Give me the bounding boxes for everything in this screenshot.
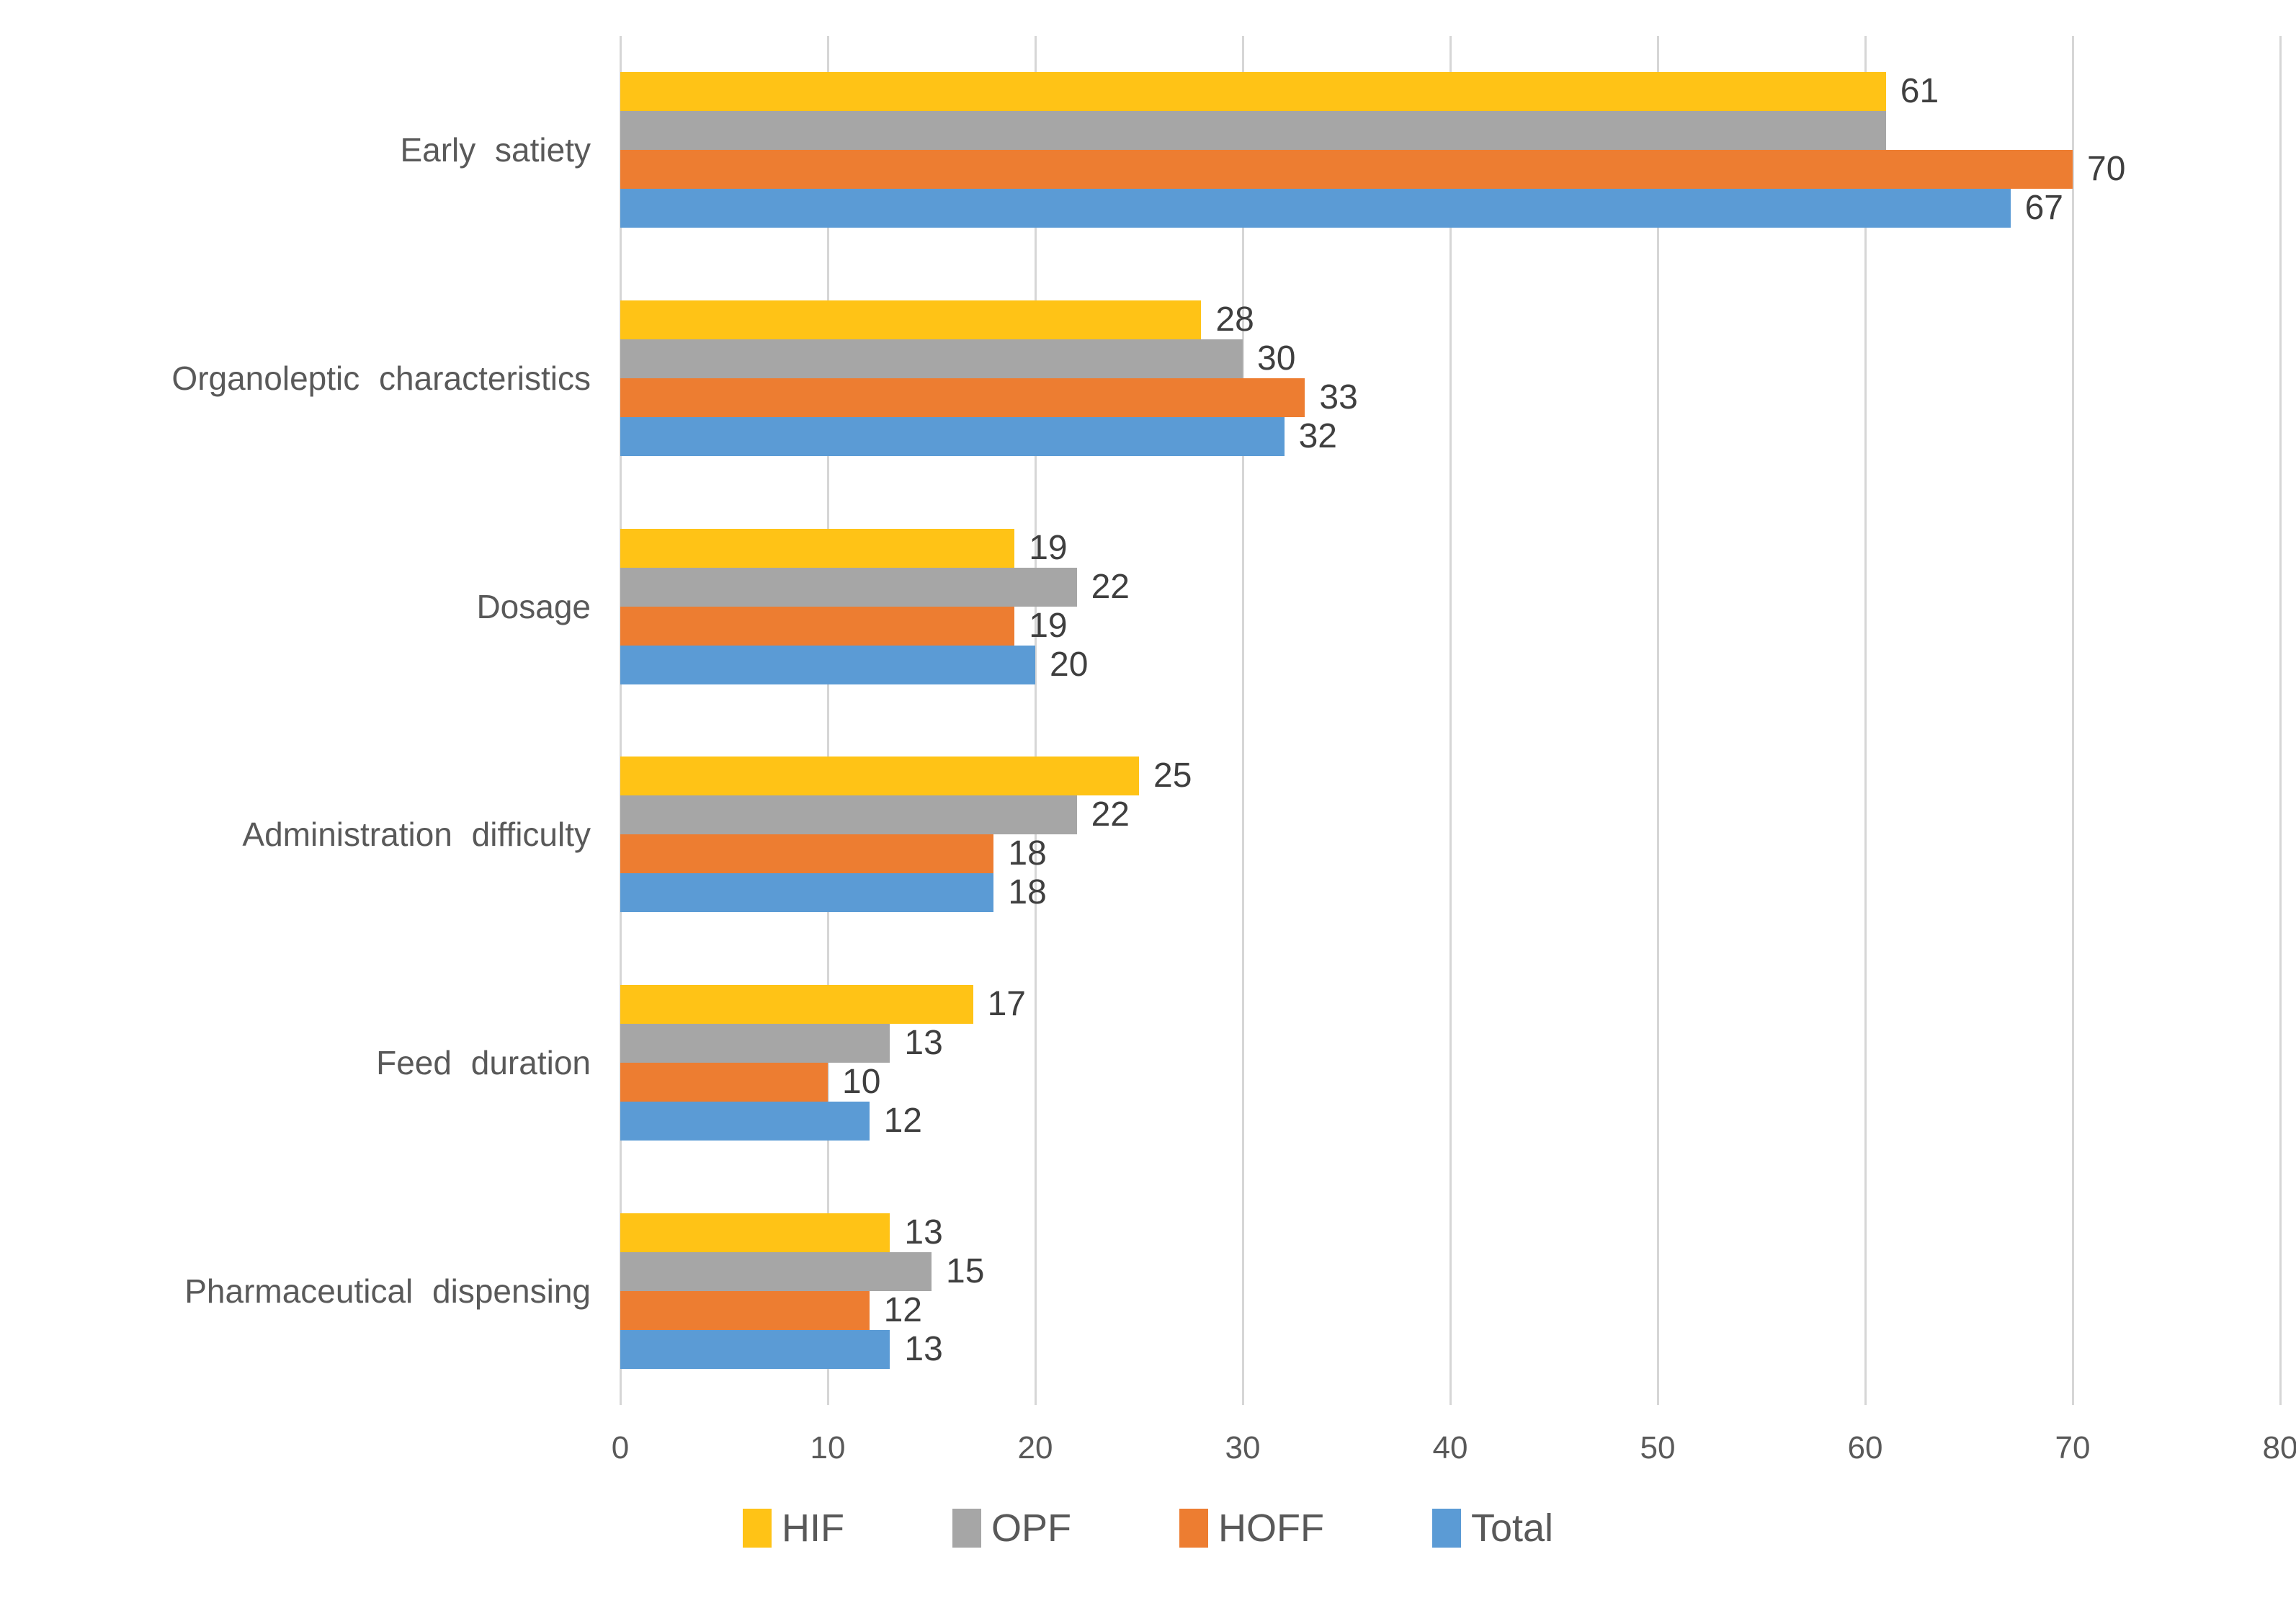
x-tick-label: 50 bbox=[1640, 1430, 1676, 1465]
gridline bbox=[1035, 36, 1037, 1405]
data-label: 25 bbox=[1153, 757, 1192, 795]
data-label: 61 bbox=[1900, 72, 1939, 111]
x-tick-label: 80 bbox=[2262, 1430, 2296, 1465]
legend-swatch-icon bbox=[952, 1509, 981, 1548]
data-label: 17 bbox=[987, 985, 1026, 1023]
x-tick-label: 70 bbox=[2055, 1430, 2091, 1465]
gridline bbox=[620, 36, 622, 1405]
data-label: 70 bbox=[2087, 150, 2126, 189]
category-label: Administration difficulty bbox=[242, 816, 591, 854]
bar-opf-organoleptic-characteristics bbox=[620, 339, 1243, 378]
bar-hif-early-satiety bbox=[620, 72, 1886, 112]
legend-label: HIF bbox=[781, 1507, 844, 1550]
x-tick-label: 40 bbox=[1432, 1430, 1468, 1465]
gridline bbox=[2279, 36, 2282, 1405]
x-tick-label: 0 bbox=[611, 1430, 630, 1465]
data-label: 12 bbox=[883, 1290, 922, 1329]
legend-item-total: Total bbox=[1431, 1506, 1554, 1550]
legend: HIF OPF HOFF Total bbox=[0, 1506, 2296, 1550]
data-label: 20 bbox=[1050, 645, 1089, 684]
gridline bbox=[2072, 36, 2074, 1405]
legend-item-hoff: HOFF bbox=[1179, 1506, 1324, 1550]
bar-total-pharmaceutical-dispensing bbox=[620, 1329, 890, 1369]
gridline bbox=[1242, 36, 1244, 1405]
data-label: 18 bbox=[1008, 873, 1047, 912]
data-label: 10 bbox=[842, 1063, 881, 1101]
category-label: Dosage bbox=[476, 587, 591, 625]
category-label: Organoleptic characteristics bbox=[171, 360, 591, 397]
bar-hif-feed-duration bbox=[620, 985, 973, 1024]
category-label: Pharmaceutical dispensing bbox=[184, 1272, 591, 1310]
legend-label: HOFF bbox=[1218, 1507, 1324, 1550]
bar-opf-pharmaceutical-dispensing bbox=[620, 1251, 932, 1291]
bar-hif-administration-difficulty bbox=[620, 757, 1139, 796]
data-label: 67 bbox=[2024, 189, 2063, 228]
plot-area: 61 70 67 28 30 33 32 19 22 19 20 25 22 18 18 17 13 10 12 13… bbox=[620, 36, 2282, 1405]
gridline bbox=[827, 36, 829, 1405]
gridline bbox=[1657, 36, 1659, 1405]
data-label: 18 bbox=[1008, 834, 1047, 873]
data-label: 15 bbox=[946, 1251, 985, 1290]
legend-item-hif: HIF bbox=[742, 1506, 844, 1550]
gridline bbox=[1449, 36, 1452, 1405]
category-label: Early satiety bbox=[400, 131, 591, 169]
data-label: 13 bbox=[904, 1213, 943, 1251]
bar-hoff-dosage bbox=[620, 606, 1015, 646]
legend-label: OPF bbox=[991, 1507, 1071, 1550]
bar-opf-early-satiety bbox=[620, 111, 1886, 151]
data-label: 22 bbox=[1091, 567, 1130, 606]
legend-swatch-icon bbox=[1179, 1509, 1208, 1548]
bar-hoff-feed-duration bbox=[620, 1063, 828, 1102]
legend-label: Total bbox=[1470, 1507, 1554, 1550]
data-label: 12 bbox=[883, 1102, 922, 1140]
legend-swatch-icon bbox=[1431, 1509, 1461, 1548]
x-tick-label: 20 bbox=[1017, 1430, 1053, 1465]
bar-total-dosage bbox=[620, 645, 1035, 684]
bar-opf-feed-duration bbox=[620, 1024, 890, 1063]
bar-hoff-early-satiety bbox=[620, 150, 2073, 189]
data-label: 13 bbox=[904, 1329, 943, 1368]
data-label: 28 bbox=[1215, 300, 1254, 339]
bar-total-organoleptic-characteristics bbox=[620, 417, 1285, 456]
data-label: 19 bbox=[1029, 606, 1068, 645]
bar-hoff-organoleptic-characteristics bbox=[620, 378, 1305, 417]
category-label: Feed duration bbox=[376, 1044, 591, 1081]
legend-item-opf: OPF bbox=[952, 1506, 1071, 1550]
bar-opf-administration-difficulty bbox=[620, 795, 1077, 835]
bar-hoff-administration-difficulty bbox=[620, 834, 994, 874]
bar-hif-organoleptic-characteristics bbox=[620, 300, 1202, 339]
x-tick-label: 10 bbox=[810, 1430, 846, 1465]
x-tick-label: 30 bbox=[1225, 1430, 1261, 1465]
data-label: 22 bbox=[1091, 795, 1130, 834]
bar-hif-dosage bbox=[620, 528, 1015, 568]
data-label: 32 bbox=[1298, 417, 1337, 455]
data-label: 30 bbox=[1257, 339, 1296, 378]
legend-swatch-icon bbox=[742, 1509, 772, 1548]
data-label: 19 bbox=[1029, 528, 1068, 567]
gridline bbox=[1864, 36, 1867, 1405]
bar-total-early-satiety bbox=[620, 189, 2011, 228]
data-label: 33 bbox=[1319, 378, 1358, 416]
bar-total-feed-duration bbox=[620, 1102, 870, 1141]
bar-hif-pharmaceutical-dispensing bbox=[620, 1213, 890, 1252]
bar-total-administration-difficulty bbox=[620, 873, 994, 913]
bar-hoff-pharmaceutical-dispensing bbox=[620, 1290, 870, 1330]
bar-opf-dosage bbox=[620, 567, 1077, 607]
x-tick-label: 60 bbox=[1847, 1430, 1883, 1465]
data-label: 13 bbox=[904, 1024, 943, 1062]
